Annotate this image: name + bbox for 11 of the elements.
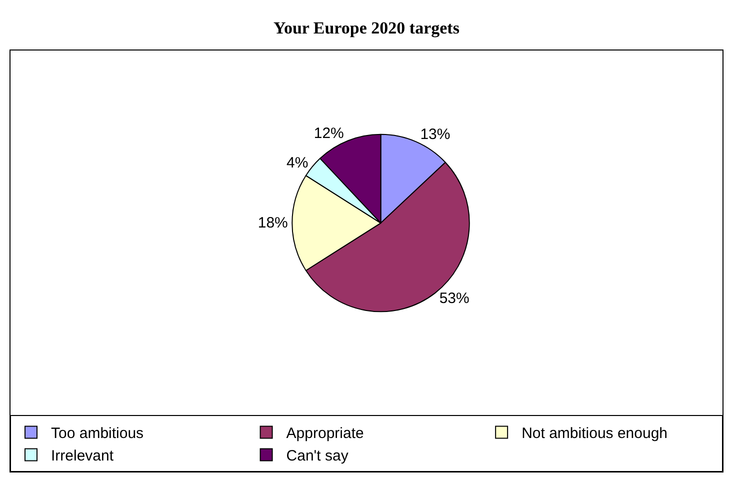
legend-label: Can't say	[286, 448, 349, 465]
legend-label: Irrelevant	[51, 448, 114, 465]
legend-label: Not ambitious enough	[522, 425, 668, 442]
legend-label: Too ambitious	[51, 425, 144, 442]
data-label: 12%	[314, 124, 344, 142]
data-label: 53%	[439, 290, 470, 307]
data-label: 4%	[286, 154, 308, 172]
legend-label: Appropriate	[286, 425, 364, 442]
chart-title: Your Europe 2020 targets	[274, 18, 460, 38]
data-label: 18%	[258, 214, 288, 232]
data-label: 13%	[420, 126, 450, 144]
